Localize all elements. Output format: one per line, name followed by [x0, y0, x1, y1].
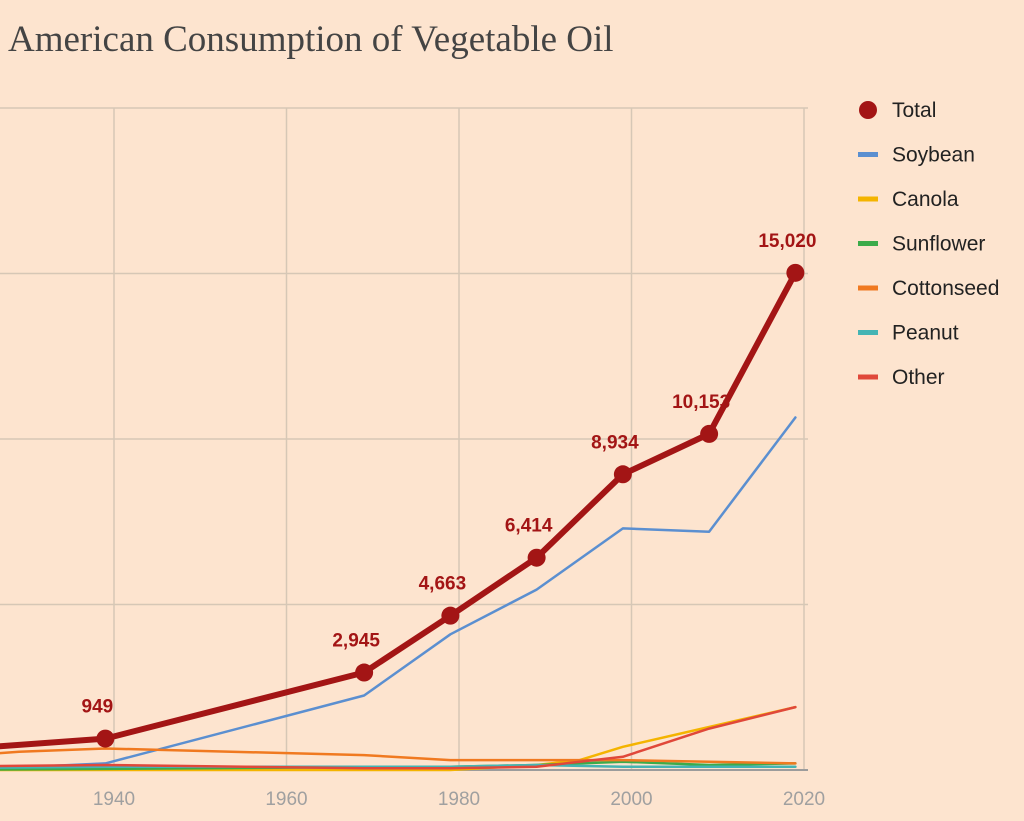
series-lines: [0, 269, 799, 772]
legend-label: Soybean: [892, 144, 975, 167]
grid: [0, 107, 808, 771]
legend-item-soybean: Soybean: [858, 144, 975, 167]
chart-title: American Consumption of Vegetable Oil: [8, 19, 614, 60]
data-label: 949: [82, 697, 114, 718]
data-labels: 949 2,945 4,663 6,414 8,934 10,153 15,020: [82, 231, 817, 718]
total-point-marker: [96, 729, 115, 748]
x-tick-label: 1940: [93, 789, 135, 810]
data-label: 15,020: [758, 231, 816, 252]
x-tick-label: 2000: [610, 789, 652, 810]
legend: Total Soybean Canola Sunflower Cottonseed Pea…: [858, 99, 999, 389]
legend-swatch: [858, 152, 878, 157]
data-label: 10,153: [672, 392, 730, 413]
legend-label: Canola: [892, 188, 959, 211]
legend-marker: [859, 101, 877, 119]
legend-label: Cottonseed: [892, 277, 999, 300]
legend-item-canola: Canola: [858, 188, 959, 211]
series-line-cottonseed: [0, 747, 797, 765]
x-tick-label: 1960: [265, 789, 307, 810]
legend-label: Total: [892, 99, 936, 122]
total-point-marker: [527, 548, 546, 567]
legend-label: Sunflower: [892, 233, 985, 256]
legend-item-peanut: Peanut: [858, 322, 959, 345]
total-point-marker: [355, 663, 374, 682]
legend-label: Other: [892, 366, 945, 389]
series-line-total: [0, 269, 799, 750]
total-point-marker: [700, 424, 719, 443]
legend-swatch: [858, 241, 878, 246]
legend-swatch: [858, 374, 878, 380]
legend-item-cottonseed: Cottonseed: [858, 277, 999, 300]
total-point-marker: [786, 263, 805, 282]
x-tick-label: 2020: [783, 789, 825, 810]
total-point-marker: [441, 606, 460, 625]
x-tick-label: 1980: [438, 789, 480, 810]
data-label: 6,414: [505, 516, 553, 537]
legend-item-sunflower: Sunflower: [858, 233, 985, 256]
data-label: 8,934: [591, 432, 639, 453]
total-markers: [96, 263, 805, 748]
legend-swatch: [858, 285, 878, 291]
series-line-other: [0, 705, 797, 770]
legend-label: Peanut: [892, 322, 959, 345]
series-line-soybean: [0, 416, 797, 770]
total-point-marker: [613, 465, 632, 484]
data-label: 2,945: [332, 631, 380, 652]
x-axis-ticks: 1940 1960 1980 2000 2020: [93, 789, 825, 810]
legend-swatch: [858, 196, 878, 202]
legend-item-total: Total: [859, 99, 936, 122]
data-label: 4,663: [419, 574, 467, 595]
legend-item-other: Other: [858, 366, 945, 389]
legend-swatch: [858, 330, 878, 335]
